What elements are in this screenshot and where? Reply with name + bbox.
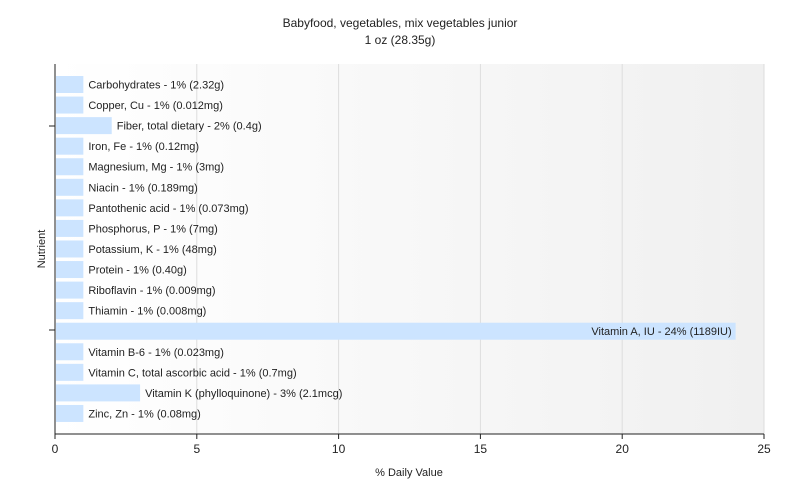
bar-label: Phosphorus, P - 1% (7mg) [88,223,217,235]
bar [56,281,84,299]
bar [56,76,84,93]
bar [56,158,84,176]
x-tick-label: 20 [616,442,630,456]
bar [56,261,84,279]
plot-background [55,64,764,434]
bar-label: Potassium, K - 1% (48mg) [88,244,216,256]
bar-label: Iron, Fe - 1% (0.12mg) [88,141,199,153]
bar-label: Protein - 1% (0.40g) [88,265,186,277]
axes: 0 5 10 15 20 25 [49,64,771,456]
bar [56,199,84,217]
bar [56,178,84,196]
bar [56,363,84,381]
chart-title: Babyfood, vegetables, mix vegetables jun… [283,16,518,30]
x-tick-label: 10 [332,442,346,456]
y-axis-label: Nutrient [36,230,48,269]
x-tick-label: 25 [757,442,771,456]
bar-label: Copper, Cu - 1% (0.012mg) [88,100,223,112]
bar-label: Zinc, Zn - 1% (0.08mg) [88,408,200,420]
bar-label: Pantothenic acid - 1% (0.073mg) [88,203,248,215]
bar [56,219,84,237]
bar-label: Vitamin A, IU - 24% (1189IU) [591,326,731,338]
bar [56,404,84,422]
bar [56,117,112,135]
bar [56,137,84,155]
x-tick-label: 0 [52,442,59,456]
bar-label: Niacin - 1% (0.189mg) [88,182,197,194]
bar [56,96,84,114]
bar-label: Carbohydrates - 1% (2.32g) [88,80,224,92]
bar [56,343,84,361]
chart-subtitle: 1 oz (28.35g) [365,33,436,47]
bar-label: Vitamin B-6 - 1% (0.023mg) [88,347,224,359]
x-tick-label: 5 [193,442,200,456]
bar-label: Vitamin K (phylloquinone) - 3% (2.1mcg) [145,388,342,400]
bar-label: Riboflavin - 1% (0.009mg) [88,285,215,297]
bar [56,322,736,340]
bar [56,384,141,402]
grid-lines [196,64,765,434]
x-tick-label: 15 [474,442,488,456]
bar-label: Vitamin C, total ascorbic acid - 1% (0.7… [88,367,296,379]
bar-label: Thiamin - 1% (0.008mg) [88,306,206,318]
bar-label: Magnesium, Mg - 1% (3mg) [88,162,224,174]
bar-label: Fiber, total dietary - 2% (0.4g) [117,121,262,133]
x-axis-label: % Daily Value [375,467,443,479]
bars: Carbohydrates - 1% (2.32g) Copper, Cu - 1… [56,76,736,422]
bar [56,240,84,258]
bar [56,302,84,320]
